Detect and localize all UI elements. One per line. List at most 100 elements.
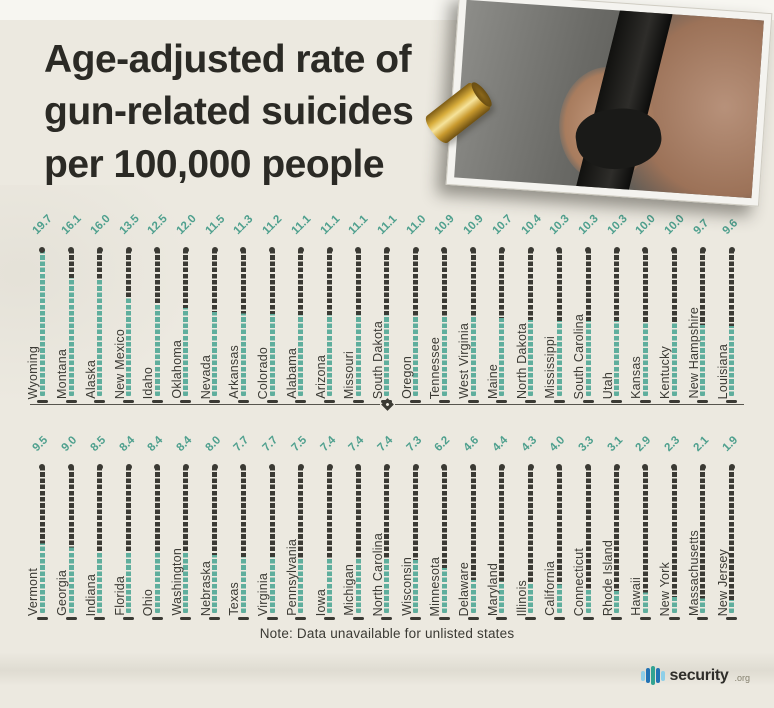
state-column: 10.3 Mississippi xyxy=(543,203,574,403)
state-column: 4.3 Illinois xyxy=(514,420,545,620)
state-column: 11.5 Nevada xyxy=(199,203,229,403)
state-label: Utah xyxy=(600,371,615,399)
title-line: gun-related suicides xyxy=(44,90,414,134)
state-bar xyxy=(438,464,450,620)
state-label: Wisconsin xyxy=(399,557,414,616)
state-label: Montana xyxy=(55,348,70,399)
value-label: 10.0 xyxy=(662,212,688,237)
state-label: Maine xyxy=(485,363,500,399)
state-bar xyxy=(180,464,192,620)
state-column: 11.1 Alabama xyxy=(284,203,315,403)
value-label: 7.5 xyxy=(289,434,310,454)
state-bar xyxy=(266,464,278,620)
value-label: 13.5 xyxy=(117,212,142,237)
state-column: 9.7 New Hampshire xyxy=(687,203,718,403)
value-label: 3.3 xyxy=(576,434,597,454)
state-label: Wyoming xyxy=(26,345,41,399)
state-column: 16.1 Montana xyxy=(55,203,86,403)
state-column: 4.0 California xyxy=(543,420,574,620)
state-bar xyxy=(410,247,422,403)
value-label: 10.3 xyxy=(605,212,630,237)
value-label: 6.2 xyxy=(432,434,453,454)
value-label: 10.4 xyxy=(519,212,544,237)
state-label: Maryland xyxy=(485,562,500,616)
state-column: 10.7 Maine xyxy=(485,203,517,403)
state-column: 9.0 Georgia xyxy=(55,420,86,620)
state-label: North Carolina xyxy=(370,532,385,616)
state-label: Alaska xyxy=(83,360,98,399)
value-label: 4.6 xyxy=(461,434,482,454)
state-label: Ohio xyxy=(141,588,156,616)
value-label: 10.9 xyxy=(461,212,486,237)
state-bar xyxy=(36,247,48,403)
footnote: Note: Data unavailable for unlisted stat… xyxy=(259,626,515,641)
state-column: 10.3 South Carolina xyxy=(572,203,603,403)
state-column: 11.1 Arizona xyxy=(314,203,344,403)
value-label: 10.7 xyxy=(490,212,515,237)
security-org-logo[interactable]: security .org xyxy=(641,666,750,685)
value-label: 11.2 xyxy=(260,213,285,237)
state-bar xyxy=(36,464,48,620)
state-label: Arkansas xyxy=(227,345,242,399)
state-bar xyxy=(668,247,680,403)
state-bar xyxy=(381,247,393,403)
state-label: Washington xyxy=(169,548,184,616)
state-label: West Virginia xyxy=(457,323,472,399)
state-column: 6.2 Minnesota xyxy=(428,420,459,620)
state-column: 2.1 Massachusetts xyxy=(687,420,718,620)
state-column: 8.0 Nebraska xyxy=(199,420,229,620)
state-bar xyxy=(65,464,77,620)
state-bar xyxy=(639,247,651,403)
state-label: South Carolina xyxy=(572,313,587,400)
state-label: Illinois xyxy=(514,579,529,616)
state-column: 13.5 New Mexico xyxy=(113,203,143,403)
state-bar xyxy=(697,247,709,403)
logo-name: security xyxy=(669,666,729,684)
state-column: 11.1 South Dakota xyxy=(371,203,402,403)
state-column: 7.4 North Carolina xyxy=(370,420,402,620)
value-label: 11.0 xyxy=(404,213,429,237)
state-column: 11.3 Arkansas xyxy=(227,203,258,403)
state-column: 11.0 Oregon xyxy=(399,203,430,403)
state-column: 19.7 Wyoming xyxy=(26,203,57,403)
state-column: 12.0 Oklahoma xyxy=(169,203,201,403)
value-label: 4.3 xyxy=(519,434,539,454)
state-bar xyxy=(352,247,364,403)
state-label: Rhode Island xyxy=(600,539,615,616)
value-label: 2.3 xyxy=(662,434,683,454)
state-bar xyxy=(726,464,738,620)
state-bar xyxy=(209,247,221,403)
state-column: 4.6 Delaware xyxy=(457,420,488,620)
state-column: 10.0 Kansas xyxy=(629,203,660,403)
state-label: Kentucky xyxy=(658,345,673,399)
state-bar xyxy=(180,247,192,403)
value-label: 10.0 xyxy=(633,212,659,237)
state-label: Michigan xyxy=(342,564,357,616)
value-label: 10.3 xyxy=(576,212,601,237)
state-label: Oregon xyxy=(399,356,414,399)
value-label: 9.6 xyxy=(720,217,740,237)
state-label: Minnesota xyxy=(428,556,443,616)
state-bar xyxy=(639,464,651,620)
state-bar xyxy=(123,247,135,403)
value-label: 8.5 xyxy=(88,434,109,454)
state-label: Kansas xyxy=(629,356,644,399)
value-label: 11.1 xyxy=(318,213,342,237)
state-bar xyxy=(611,464,623,620)
value-label: 2.9 xyxy=(633,434,654,454)
state-label: New York xyxy=(658,561,673,616)
state-column: 7.4 Iowa xyxy=(314,420,344,620)
chart-row-top: 19.7 Wyoming 16.1 Montana 16.0 Alaska 13.5 New … xyxy=(26,203,746,403)
state-column: 10.9 West Virginia xyxy=(457,203,488,403)
state-bar xyxy=(496,247,508,403)
state-column: 16.0 Alaska xyxy=(83,203,114,403)
state-label: Florida xyxy=(112,576,127,616)
state-bar xyxy=(467,247,479,403)
state-label: Hawaii xyxy=(629,577,644,616)
state-label: Alabama xyxy=(284,348,299,399)
state-column: 10.0 Kentucky xyxy=(658,203,689,403)
state-bar xyxy=(611,247,623,403)
state-bar xyxy=(295,247,307,403)
state-label: Connecticut xyxy=(572,547,587,616)
state-label: Oklahoma xyxy=(169,340,184,399)
